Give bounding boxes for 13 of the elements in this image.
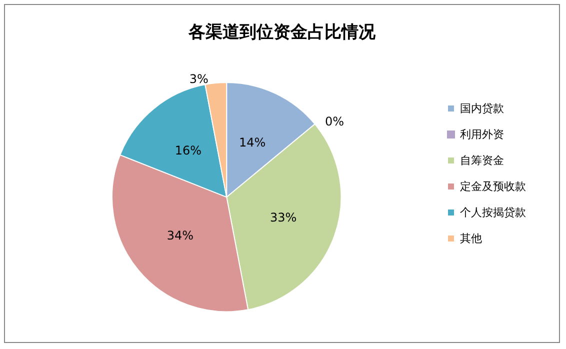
text: 0% <box>324 114 344 129</box>
data-label: 33% <box>270 210 297 225</box>
legend-label: 自筹资金 <box>460 154 504 167</box>
legend-label: 定金及预收款 <box>460 180 526 193</box>
legend-label: 其他 <box>460 232 482 245</box>
data-label: 3% <box>189 72 208 86</box>
legend-label: 利用外资 <box>460 128 504 141</box>
legend-label: 国内贷款 <box>460 102 504 115</box>
chart-title: 各渠道到位资金占比情况 <box>188 22 376 42</box>
legend-label: 个人按揭贷款 <box>460 206 526 219</box>
data-label: 34% <box>166 228 194 243</box>
data-label: 16% <box>174 144 202 158</box>
data-label: 14% <box>238 136 266 150</box>
